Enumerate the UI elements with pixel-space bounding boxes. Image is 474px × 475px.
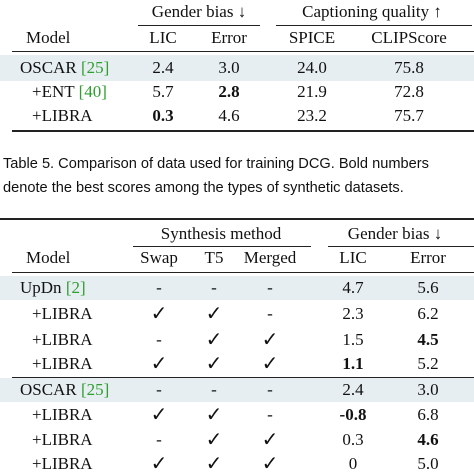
group-header-gender-bias: Gender bias ↓ bbox=[347, 224, 443, 243]
group-header-synthesis-method: Synthesis method bbox=[160, 224, 282, 243]
cell-error: 6.2 bbox=[417, 304, 439, 323]
cell-swap: - bbox=[156, 278, 162, 297]
cell-error: 4.6 bbox=[218, 106, 240, 125]
col-header-error: Error bbox=[211, 28, 247, 47]
table-caption-line-2: denote the best scores among the types o… bbox=[3, 180, 404, 196]
cell-lic: 1.1 bbox=[342, 354, 364, 373]
cell-lic: 0.3 bbox=[152, 106, 174, 125]
col-header-swap: Swap bbox=[140, 248, 178, 267]
baseline-row-highlight bbox=[0, 276, 474, 300]
model-name: +LIBRA bbox=[32, 354, 93, 373]
checkmark-icon: ✓ bbox=[205, 453, 223, 475]
checkmark-icon: ✓ bbox=[261, 429, 279, 451]
model-name: +LIBRA bbox=[32, 330, 93, 349]
baseline-row-highlight bbox=[0, 55, 474, 81]
header-rule bbox=[12, 51, 474, 52]
cell-merged: - bbox=[267, 380, 273, 399]
cell-clipscore: 75.7 bbox=[394, 106, 424, 125]
checkmark-icon: ✓ bbox=[150, 303, 168, 325]
checkmark-icon: ✓ bbox=[205, 353, 223, 375]
model-name: +LIBRA bbox=[32, 430, 93, 449]
table-caption-line-1: Table 5. Comparison of data used for tra… bbox=[3, 156, 429, 172]
group-rule-synthesis-method bbox=[133, 246, 311, 247]
cell-spice: 24.0 bbox=[297, 58, 327, 77]
checkmark-icon: ✓ bbox=[150, 404, 168, 426]
cell-t5: - bbox=[211, 278, 217, 297]
cell-merged: - bbox=[267, 405, 273, 424]
col-header-merged: Merged bbox=[243, 248, 297, 267]
cell-clipscore: 75.8 bbox=[394, 58, 424, 77]
checkmark-icon: ✓ bbox=[205, 329, 223, 351]
cell-swap: - bbox=[156, 330, 162, 349]
cell-t5: - bbox=[211, 380, 217, 399]
citation-link[interactable]: [25] bbox=[80, 58, 110, 77]
col-header-clipscore: CLIPScore bbox=[371, 28, 447, 47]
cell-clipscore: 72.8 bbox=[394, 82, 424, 101]
checkmark-icon: ✓ bbox=[205, 429, 223, 451]
col-header-t5: T5 bbox=[204, 248, 224, 267]
model-name: UpDn bbox=[20, 278, 62, 297]
group-rule-gender-bias bbox=[138, 25, 260, 26]
model-name: +ENT bbox=[32, 82, 75, 101]
cell-error: 3.0 bbox=[218, 58, 240, 77]
cell-lic: 5.7 bbox=[152, 82, 174, 101]
cell-spice: 23.2 bbox=[297, 106, 327, 125]
col-header-model: Model bbox=[26, 28, 71, 47]
bottom-rule bbox=[12, 130, 474, 132]
citation-link[interactable]: [25] bbox=[80, 380, 110, 399]
col-header-model: Model bbox=[26, 248, 71, 267]
model-name: +LIBRA bbox=[32, 405, 93, 424]
cell-error: 5.6 bbox=[417, 278, 439, 297]
cell-swap: - bbox=[156, 430, 162, 449]
cell-lic: 0 bbox=[348, 454, 358, 473]
cell-spice: 21.9 bbox=[297, 82, 327, 101]
cell-error: 3.0 bbox=[417, 380, 439, 399]
cell-merged: - bbox=[267, 278, 273, 297]
checkmark-icon: ✓ bbox=[261, 453, 279, 475]
group-rule-gender-bias bbox=[328, 246, 474, 247]
checkmark-icon: ✓ bbox=[150, 453, 168, 475]
col-header-spice: SPICE bbox=[288, 28, 336, 47]
checkmark-icon: ✓ bbox=[261, 353, 279, 375]
checkmark-icon: ✓ bbox=[261, 329, 279, 351]
cell-error: 2.8 bbox=[218, 82, 240, 101]
model-name: +LIBRA bbox=[32, 304, 93, 323]
group-header-captioning-quality: Captioning quality ↑ bbox=[302, 2, 442, 21]
cell-lic: 2.4 bbox=[152, 58, 174, 77]
cell-error: 6.8 bbox=[417, 405, 439, 424]
cell-lic: 0.3 bbox=[342, 430, 364, 449]
citation-link[interactable]: [40] bbox=[78, 82, 107, 101]
checkmark-icon: ✓ bbox=[205, 303, 223, 325]
checkmark-icon: ✓ bbox=[150, 353, 168, 375]
model-name: +LIBRA bbox=[32, 454, 93, 473]
cell-lic: 1.5 bbox=[342, 330, 364, 349]
cell-lic: 2.4 bbox=[342, 380, 364, 399]
model-name: +LIBRA bbox=[32, 106, 93, 125]
cell-error: 4.6 bbox=[417, 430, 439, 449]
header-rule bbox=[12, 272, 474, 273]
citation-link[interactable]: [2] bbox=[65, 278, 86, 297]
cell-lic: 2.3 bbox=[342, 304, 364, 323]
col-header-lic: LIC bbox=[339, 248, 367, 267]
baseline-row-highlight bbox=[0, 378, 474, 402]
cell-merged: - bbox=[267, 304, 273, 323]
col-header-error: Error bbox=[410, 248, 446, 267]
cell-lic: -0.8 bbox=[339, 405, 367, 424]
cell-swap: - bbox=[156, 380, 162, 399]
col-header-lic: LIC bbox=[149, 28, 177, 47]
model-name: OSCAR bbox=[20, 380, 77, 399]
top-rule bbox=[0, 218, 474, 220]
cell-error: 5.2 bbox=[417, 354, 439, 373]
cell-error: 4.5 bbox=[417, 330, 439, 349]
model-name: OSCAR bbox=[20, 58, 77, 77]
group-separator-rule bbox=[12, 377, 474, 378]
checkmark-icon: ✓ bbox=[205, 404, 223, 426]
cell-error: 5.0 bbox=[417, 454, 439, 473]
group-rule-captioning-quality bbox=[276, 25, 472, 26]
cell-lic: 4.7 bbox=[342, 278, 364, 297]
group-header-gender-bias: Gender bias ↓ bbox=[151, 2, 247, 21]
